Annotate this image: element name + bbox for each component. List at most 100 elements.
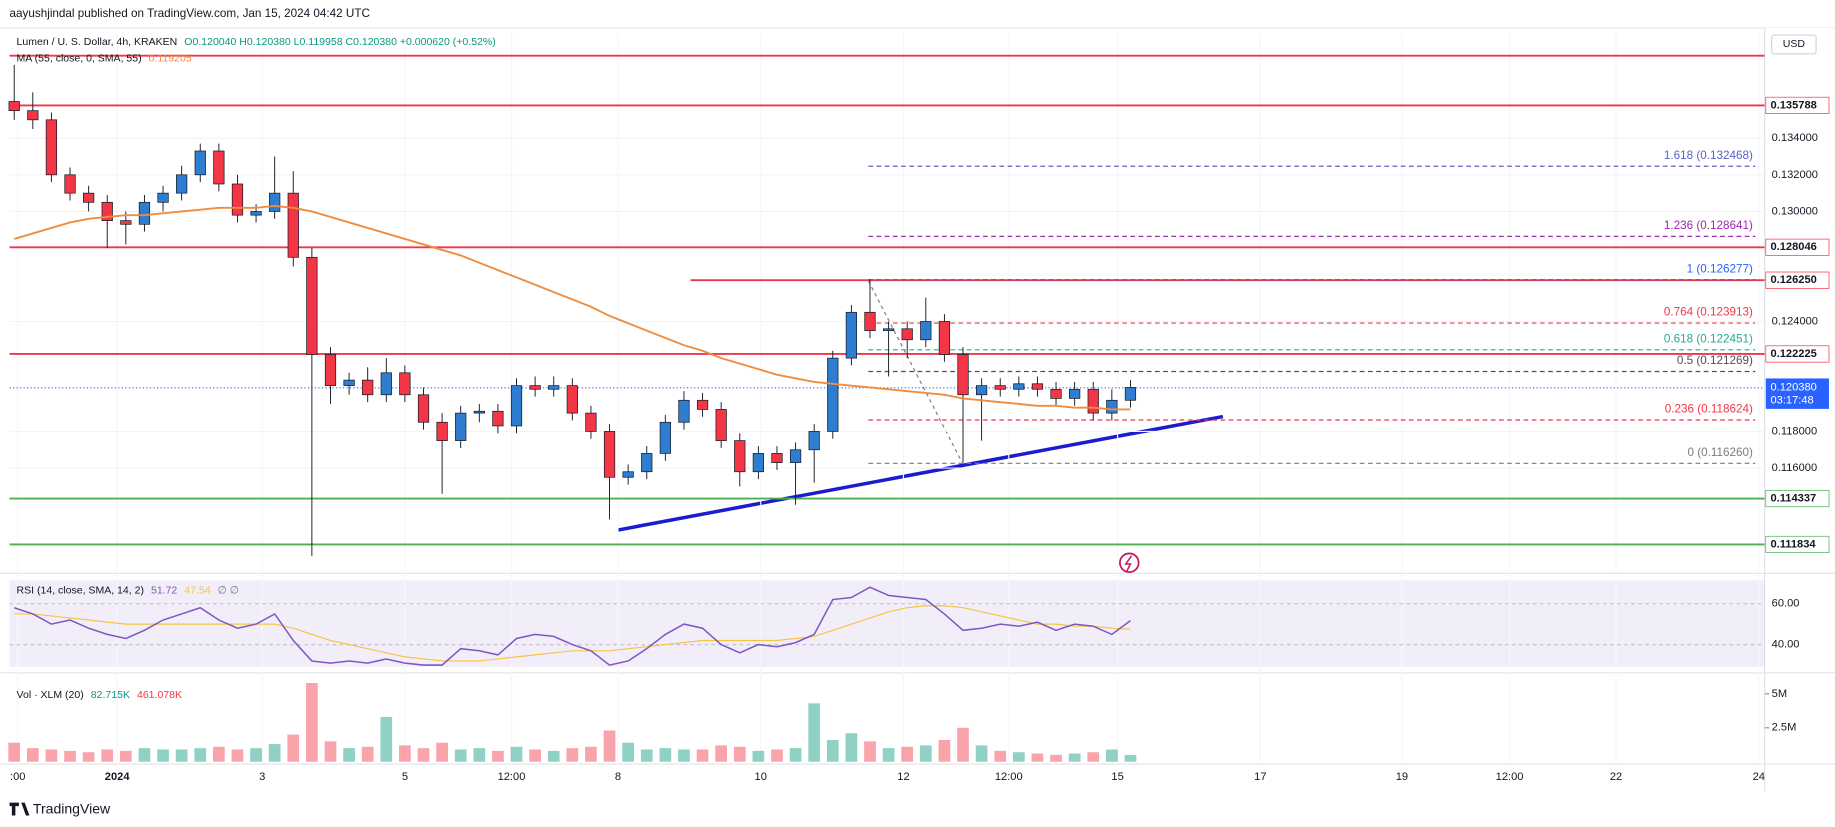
- volume-bar: [64, 750, 76, 762]
- candle-body: [45, 119, 58, 176]
- x-tick-label: 15: [1111, 771, 1123, 783]
- candle-body: [83, 192, 95, 203]
- candle-body: [250, 211, 262, 216]
- candle-body: [473, 410, 485, 414]
- x-tick-label: 17: [1254, 771, 1266, 783]
- candle-body: [417, 394, 430, 423]
- x-tick-label: :00: [10, 771, 25, 783]
- volume-bar: [919, 745, 932, 762]
- candle-body: [1050, 388, 1062, 399]
- volume-bar: [640, 749, 653, 762]
- footer-brand: TradingView: [33, 800, 111, 816]
- event-icon: [1119, 552, 1140, 574]
- volume-bar: [492, 750, 504, 762]
- fib-label: 1 (0.126277): [1687, 262, 1753, 275]
- ma-line: [13, 204, 1131, 411]
- volume-bar: [119, 750, 132, 762]
- candle-body: [882, 328, 895, 331]
- candle-body: [157, 192, 169, 203]
- currency-box: [1771, 34, 1817, 55]
- volume-bar: [1124, 754, 1137, 762]
- volume-bar: [882, 748, 895, 762]
- x-tick-label: 22: [1610, 771, 1622, 783]
- volume-bar: [1012, 752, 1025, 762]
- fib-label: 1.236 (0.128641): [1664, 219, 1753, 232]
- volume-bar: [752, 750, 765, 762]
- volume-bar: [585, 746, 597, 762]
- volume-bar: [529, 749, 541, 762]
- fib-label: 0.236 (0.118624): [1665, 403, 1753, 416]
- candle-body: [120, 220, 132, 225]
- fib-label: 0 (0.116260): [1688, 446, 1754, 459]
- volume-bar: [771, 749, 783, 762]
- candle-body: [176, 174, 188, 194]
- candle-body: [771, 453, 783, 463]
- candle-body: [678, 399, 690, 423]
- candle-body: [957, 354, 969, 396]
- candle-body: [994, 385, 1006, 390]
- x-tick-label: 12:00: [1496, 771, 1524, 783]
- volume-bar: [808, 703, 821, 762]
- level-tag: [1765, 345, 1830, 363]
- y-tick-label: 0.130000: [1772, 205, 1818, 217]
- y-tick-label: 0.132000: [1772, 169, 1818, 181]
- level-tag: [1765, 271, 1830, 289]
- volume-bar: [938, 739, 951, 762]
- volume-bar: [1050, 754, 1062, 762]
- volume-bar: [175, 749, 188, 762]
- volume-bar: [473, 748, 486, 762]
- volume-bar: [436, 742, 448, 762]
- vol-tick-label: 2.5M: [1772, 722, 1797, 734]
- volume-bar: [361, 746, 374, 762]
- volume-bar: [1068, 753, 1081, 762]
- level-label: 0.122225: [1770, 348, 1816, 360]
- volume-bar: [678, 749, 690, 762]
- candle-body: [938, 321, 951, 355]
- volume-bar: [864, 741, 876, 762]
- level-tag: [1765, 490, 1830, 508]
- candle-body: [641, 453, 653, 473]
- last-price-tag: [1765, 378, 1829, 409]
- candle-body: [436, 421, 448, 441]
- volume-bar: [101, 749, 114, 762]
- volume-bar: [26, 748, 39, 762]
- volume-bar: [510, 746, 523, 762]
- candle-body: [864, 311, 876, 331]
- published-line: aayushjindal published on TradingView.co…: [10, 7, 370, 20]
- level-label: 0.135788: [1770, 99, 1816, 111]
- volume-bar: [343, 748, 355, 762]
- candle-body: [696, 399, 709, 410]
- volume-bar: [399, 745, 411, 762]
- symbol-title: Lumen / U. S. Dollar, 4h, KRAKEN: [17, 36, 178, 48]
- vol-legend: Vol · XLM (20): [17, 689, 84, 701]
- volume-bar: [231, 749, 244, 762]
- candle-body: [8, 101, 20, 112]
- y-tick-label: 0.124000: [1772, 315, 1818, 327]
- volume-bar: [82, 752, 95, 762]
- level-label: 0.114337: [1770, 493, 1816, 505]
- volume-bar: [975, 745, 988, 762]
- volume-bar: [306, 682, 318, 762]
- countdown: 03:17:48: [1770, 395, 1813, 407]
- candle-body: [715, 409, 727, 441]
- level-label: 0.128046: [1770, 241, 1816, 253]
- fib-label: 1.618 (0.132468): [1664, 149, 1753, 162]
- candle-body: [827, 357, 839, 432]
- rsi-value: 51.72: [151, 585, 177, 597]
- rsi-ma-value: 47.54: [184, 585, 210, 597]
- candle-body: [1087, 388, 1099, 414]
- candle-body: [64, 174, 76, 194]
- fib-trend: [867, 280, 963, 463]
- candle-body: [529, 385, 541, 390]
- candle-body: [362, 379, 374, 396]
- level-tag: [1765, 238, 1830, 256]
- logo-mark: [9, 802, 30, 816]
- vol-value: 82.715K: [91, 689, 130, 701]
- volume-bar: [547, 750, 560, 762]
- rsi-ma-line: [14, 605, 1131, 662]
- footer-logo: [9, 802, 30, 816]
- ohlc-values: O0.120040 H0.120380 L0.119958 C0.120380 …: [184, 36, 495, 48]
- candle-body: [1031, 383, 1044, 390]
- vol-tick-label: 5M: [1772, 688, 1787, 700]
